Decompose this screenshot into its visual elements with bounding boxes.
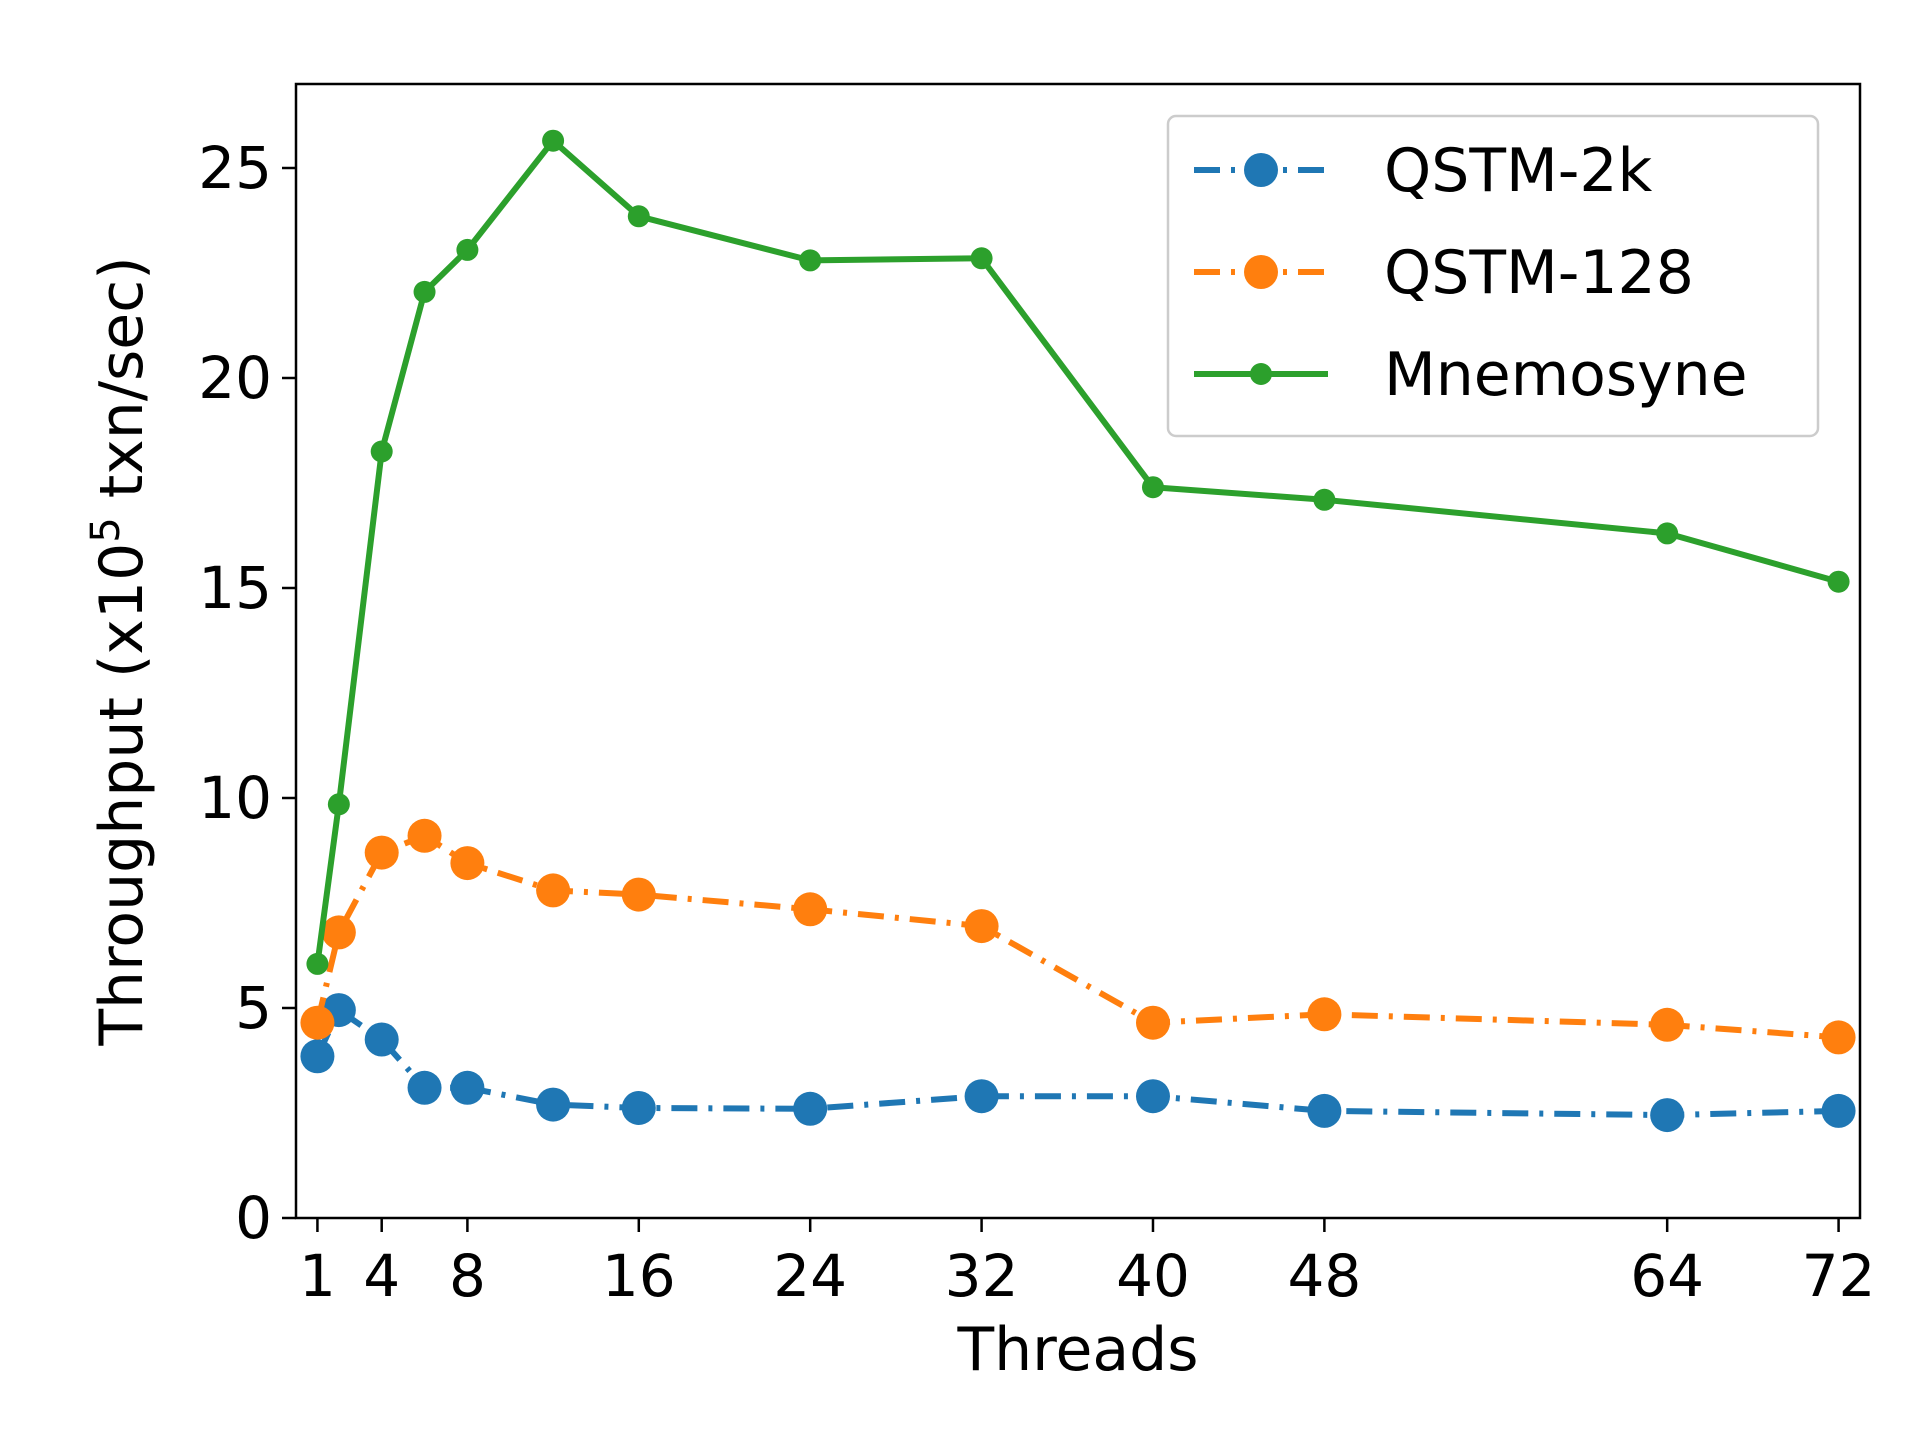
data-point bbox=[621, 1090, 656, 1125]
data-point bbox=[413, 280, 436, 303]
y-axis-title: Throughput (x105 txn/sec) bbox=[83, 256, 157, 1046]
legend-swatch-marker bbox=[1244, 153, 1278, 187]
y-tick-label: 10 bbox=[198, 764, 272, 832]
legend-swatch-marker bbox=[1244, 255, 1278, 289]
x-tick-label: 16 bbox=[602, 1242, 676, 1310]
data-point bbox=[793, 892, 828, 927]
data-point bbox=[1135, 1079, 1170, 1114]
legend: QSTM-2k QSTM-128 Mnemosyne bbox=[1166, 114, 1820, 438]
data-point bbox=[627, 205, 650, 228]
data-point bbox=[1313, 488, 1336, 511]
data-point bbox=[1656, 522, 1679, 545]
y-tick-label: 25 bbox=[198, 134, 272, 202]
y-axis-title-superscript: 5 bbox=[83, 517, 129, 542]
x-tick-label: 48 bbox=[1287, 1242, 1361, 1310]
data-point bbox=[407, 818, 442, 853]
data-point bbox=[799, 249, 822, 272]
data-point bbox=[407, 1070, 442, 1105]
data-point bbox=[793, 1091, 828, 1126]
series-mnemosyne bbox=[306, 129, 1850, 975]
data-point bbox=[1650, 1098, 1685, 1133]
data-point bbox=[456, 238, 479, 261]
x-axis-title: Threads bbox=[956, 1315, 1198, 1385]
data-point bbox=[1141, 476, 1164, 499]
data-point bbox=[1307, 1093, 1342, 1128]
y-axis-title-main: Throughput (x10 bbox=[87, 543, 157, 1047]
data-point bbox=[1650, 1007, 1685, 1042]
legend-label: QSTM-128 bbox=[1384, 238, 1694, 308]
data-point bbox=[964, 1079, 999, 1114]
data-point bbox=[964, 909, 999, 944]
y-axis: 0 5 10 15 20 25 bbox=[198, 134, 296, 1252]
y-tick-label: 0 bbox=[235, 1184, 272, 1252]
series-qstm-2k bbox=[300, 993, 1856, 1133]
data-point bbox=[364, 1022, 399, 1057]
x-tick-label: 40 bbox=[1116, 1242, 1190, 1310]
x-tick-label: 72 bbox=[1802, 1242, 1876, 1310]
y-axis-title-tail: txn/sec) bbox=[87, 256, 157, 517]
data-point bbox=[306, 952, 329, 975]
data-point bbox=[970, 247, 993, 270]
data-point bbox=[1821, 1093, 1856, 1128]
series-layer bbox=[300, 129, 1856, 1133]
data-point bbox=[542, 129, 565, 152]
data-point bbox=[300, 1005, 335, 1040]
data-point bbox=[1821, 1020, 1856, 1055]
data-point bbox=[364, 835, 399, 870]
legend-swatch-marker bbox=[1250, 363, 1272, 385]
data-point bbox=[300, 1039, 335, 1074]
x-tick-label: 4 bbox=[363, 1242, 400, 1310]
data-point bbox=[1135, 1005, 1170, 1040]
data-point bbox=[370, 440, 393, 463]
legend-box bbox=[1166, 114, 1820, 438]
data-point bbox=[327, 793, 350, 816]
data-point bbox=[321, 915, 356, 950]
y-tick-label: 5 bbox=[235, 974, 272, 1042]
legend-label: Mnemosyne bbox=[1384, 340, 1748, 410]
y-tick-label: 15 bbox=[198, 554, 272, 622]
x-axis: 1 4 8 16 24 32 40 48 64 72 bbox=[299, 1218, 1876, 1310]
plot-frame bbox=[294, 82, 1862, 1220]
data-point bbox=[450, 1070, 485, 1105]
data-point bbox=[1827, 570, 1850, 593]
data-point bbox=[621, 877, 656, 912]
data-point bbox=[1307, 997, 1342, 1032]
legend-label: QSTM-2k bbox=[1384, 136, 1653, 206]
x-tick-label: 64 bbox=[1630, 1242, 1704, 1310]
x-tick-label: 1 bbox=[299, 1242, 336, 1310]
data-point bbox=[536, 873, 571, 908]
data-point bbox=[536, 1087, 571, 1122]
y-tick-label: 20 bbox=[198, 344, 272, 412]
data-point bbox=[450, 846, 485, 881]
x-tick-label: 24 bbox=[773, 1242, 847, 1310]
series-line bbox=[314, 832, 1839, 1041]
x-tick-label: 32 bbox=[945, 1242, 1019, 1310]
x-tick-label: 8 bbox=[449, 1242, 486, 1310]
series-qstm-128 bbox=[300, 818, 1856, 1055]
